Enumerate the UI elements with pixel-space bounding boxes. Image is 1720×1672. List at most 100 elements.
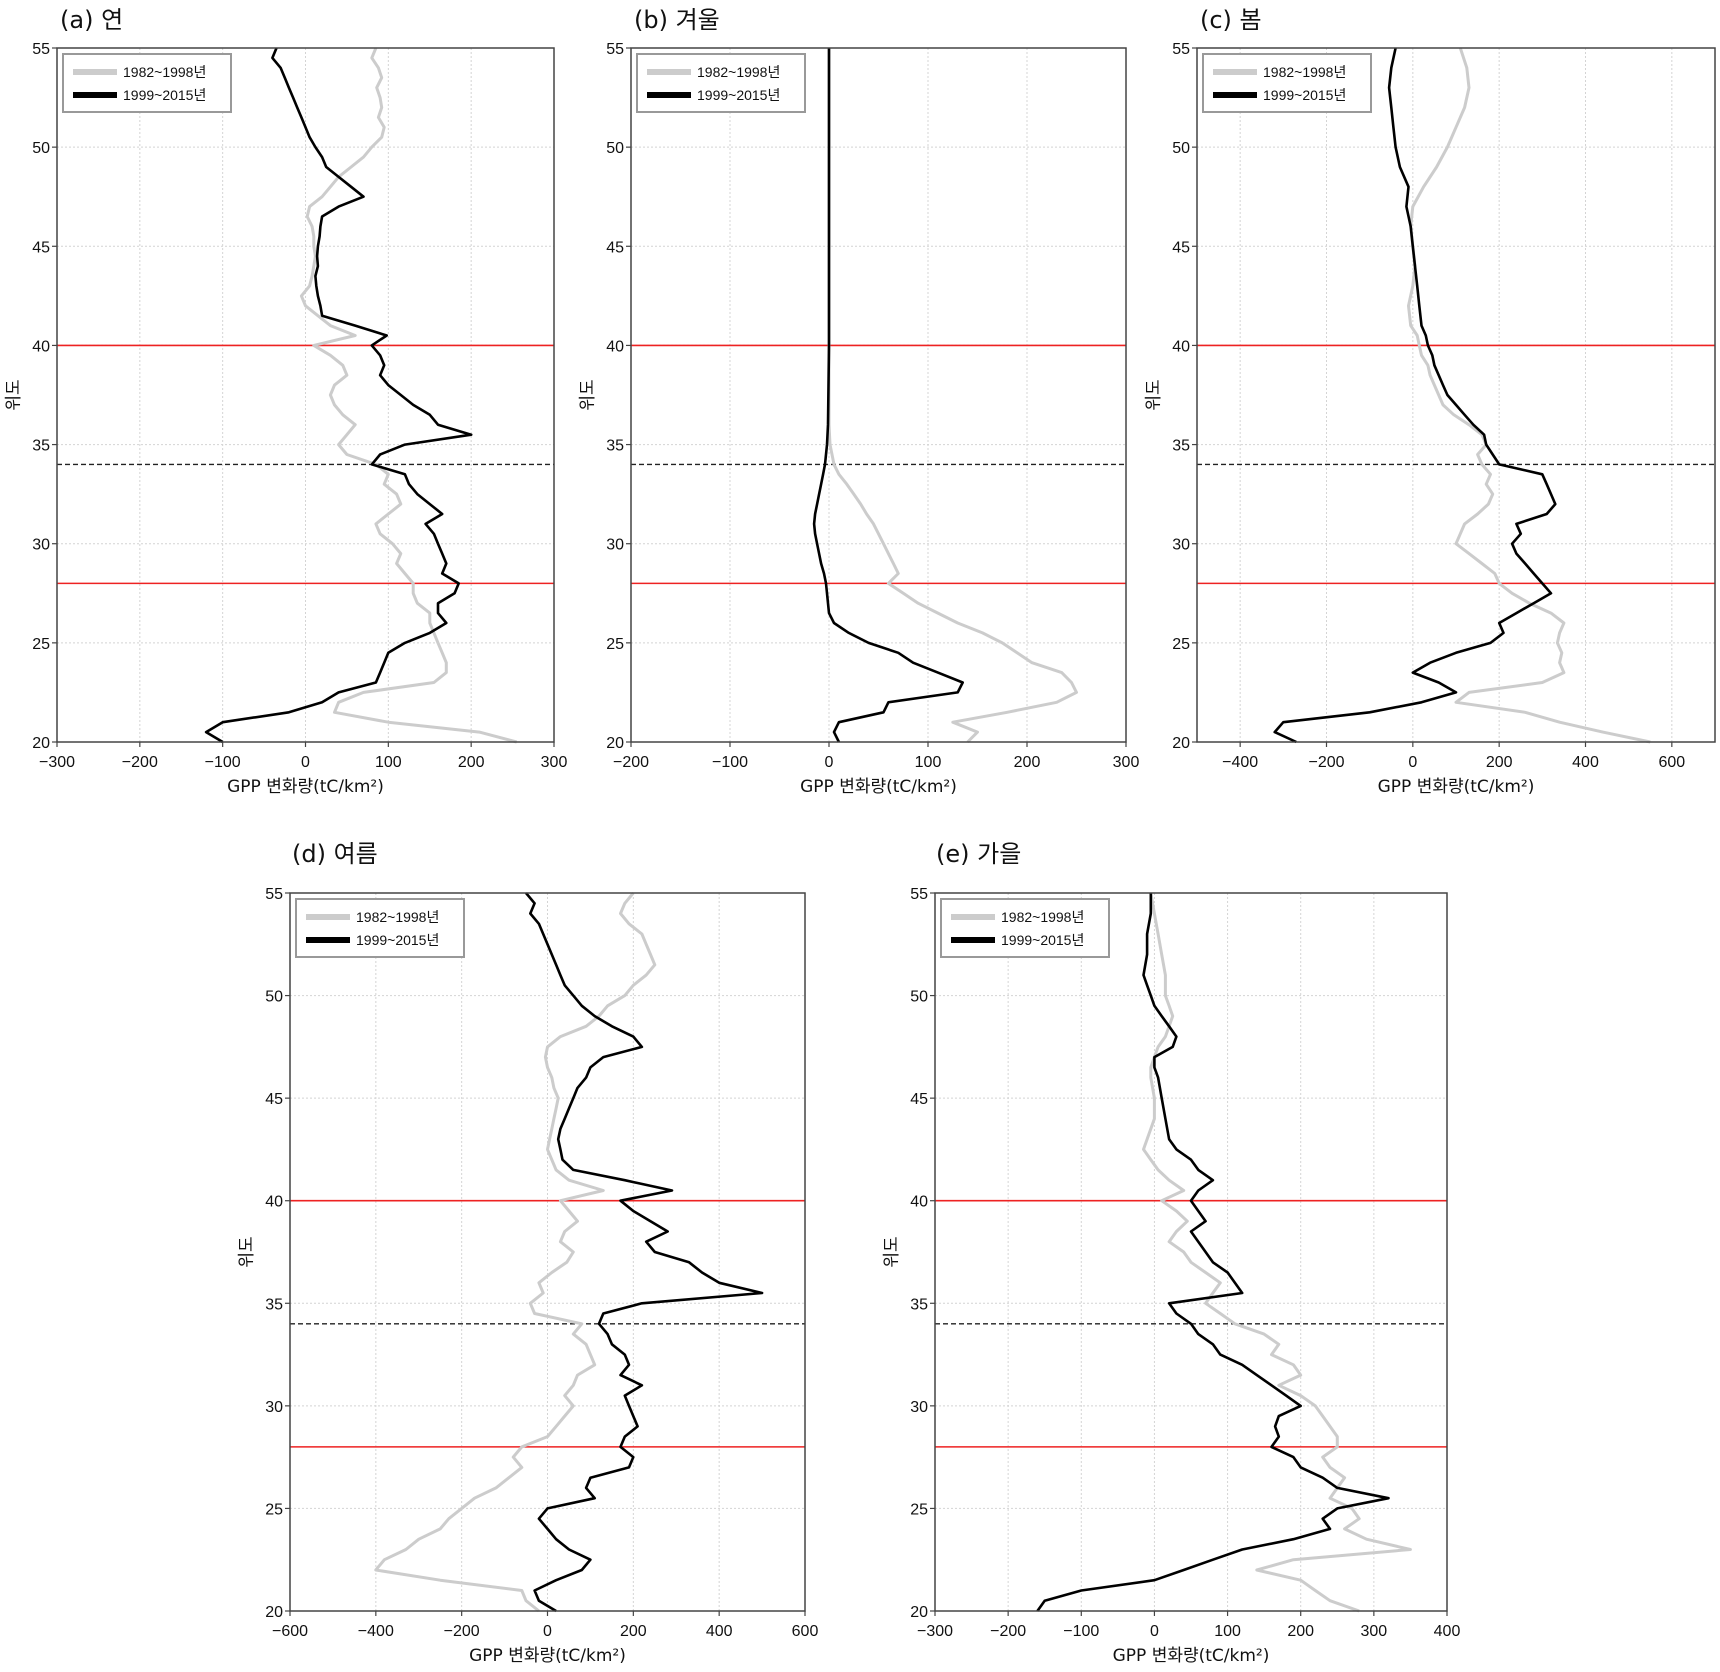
x-tick-label: 0 [543,1623,552,1640]
y-tick-label: 20 [606,735,624,752]
series-line-late [812,48,965,743]
grid [57,48,554,742]
x-tick-label: 200 [1014,754,1041,771]
series-line-late [204,47,473,744]
y-tick-label: 45 [910,1091,928,1108]
grid [935,893,1447,1611]
y-tick-label: 25 [265,1501,283,1518]
y-tick-label: 55 [910,886,928,903]
y-tick-label: 45 [606,239,624,256]
y-tick-label: 20 [32,735,50,752]
series-line-early [374,892,657,1613]
x-tick-label: 100 [375,754,402,771]
y-tick-label: 25 [910,1501,928,1518]
legend-label: 1999~2015년 [356,932,439,948]
series-line-late [1036,893,1390,1612]
x-tick-label: −200 [613,754,649,771]
x-tick-label: −400 [1222,754,1258,771]
legend-label: 1999~2015년 [1263,87,1346,103]
x-tick-label: −200 [122,754,158,771]
panel-e: 20 25 30 35 40 45 50 55 −300 −200 −100 0 100 200 300 40… [882,886,1460,1666]
y-tick-label: 40 [1172,338,1190,355]
y-tick-label: 35 [32,438,50,455]
y-tick-label: 20 [910,1604,928,1621]
series-line-early [1407,47,1651,744]
y-tick-label: 45 [1172,239,1190,256]
y-tick-label: 35 [910,1296,928,1313]
series-line-early [299,47,518,744]
panel-d: 20 25 30 35 40 45 50 55 −600 −400 −200 0 200 400 600 GP… [237,886,818,1666]
x-tick-label: −100 [205,754,241,771]
x-tick-label: −400 [358,1623,394,1640]
y-tick-label: 55 [1172,41,1190,58]
y-tick-label: 40 [265,1194,283,1211]
x-tick-label: 200 [1486,754,1513,771]
y-axis-label: 위도 [237,1236,257,1267]
y-axis-label: 위도 [4,379,24,410]
y-tick-label: 50 [265,989,283,1006]
panel-a: 20 25 30 35 40 45 50 55 −300 −200 −100 0 100 200 300 GP… [4,41,567,797]
y-tick-label: 40 [32,338,50,355]
y-tick-label: 35 [1172,438,1190,455]
x-tick-label: −600 [272,1623,308,1640]
plot-frame [1196,47,1716,743]
panel-title-c: (c) 봄 [1200,6,1262,34]
x-tick-label: −100 [1063,1623,1099,1640]
y-tick-label: 40 [606,338,624,355]
x-tick-label: −100 [712,754,748,771]
x-tick-label: 200 [620,1623,647,1640]
y-tick-label: 45 [32,239,50,256]
plot-frame [289,892,806,1612]
grid [631,48,1126,742]
x-tick-label: 400 [706,1623,733,1640]
x-tick-label: 100 [915,754,942,771]
legend: 1982~1998년 1999~2015년 [62,53,232,113]
x-tick-label: 0 [1408,754,1417,771]
y-tick-label: 50 [910,989,928,1006]
y-tick-label: 25 [606,636,624,653]
y-axis-label: 위도 [882,1236,902,1267]
panel-title-b: (b) 겨울 [634,6,720,34]
legend-label: 1982~1998년 [697,64,780,80]
x-tick-label: 0 [301,754,310,771]
x-axis-label: GPP 변화량(tC/km²) [800,777,957,797]
legend: 1982~1998년 1999~2015년 [295,898,465,958]
y-tick-label: 50 [1172,140,1190,157]
y-tick-label: 30 [910,1399,928,1416]
series-line-late [525,892,764,1613]
y-tick-label: 25 [32,636,50,653]
y-tick-label: 55 [265,886,283,903]
x-tick-label: 200 [1287,1623,1314,1640]
legend-label: 1999~2015년 [123,87,206,103]
legend-label: 1999~2015년 [1001,932,1084,948]
x-tick-label: 400 [1572,754,1599,771]
x-tick-label: −300 [39,754,75,771]
legend-label: 1982~1998년 [356,909,439,925]
y-tick-label: 50 [606,140,624,157]
legend-label: 1999~2015년 [697,87,780,103]
x-tick-label: 300 [1113,754,1140,771]
legend: 1982~1998년 1999~2015년 [940,898,1110,958]
legend-label: 1982~1998년 [1263,64,1346,80]
y-tick-label: 55 [606,41,624,58]
y-tick-label: 30 [1172,537,1190,554]
panel-c: 20 25 30 35 40 45 50 55 −400 −200 0 200 400 600 GPP 변화… [1144,41,1716,797]
panel-b: 20 25 30 35 40 45 50 55 −200 −100 0 100 200 300 GPP 변화… [578,41,1139,797]
panel-title-e: (e) 가을 [936,840,1022,868]
x-axis-label: GPP 변화량(tC/km²) [469,1646,626,1666]
grid [1197,48,1715,742]
plot-frame [630,47,1127,743]
legend: 1982~1998년 1999~2015년 [636,53,806,113]
x-tick-label: −200 [444,1623,480,1640]
y-tick-label: 20 [1172,735,1190,752]
x-tick-label: 600 [1658,754,1685,771]
legend-label: 1982~1998년 [123,64,206,80]
series-line-late [1273,47,1557,744]
y-tick-label: 55 [32,41,50,58]
y-tick-label: 35 [606,438,624,455]
series-line-early [1142,892,1412,1613]
y-tick-label: 30 [265,1399,283,1416]
x-tick-label: 300 [541,754,568,771]
y-tick-label: 20 [265,1604,283,1621]
